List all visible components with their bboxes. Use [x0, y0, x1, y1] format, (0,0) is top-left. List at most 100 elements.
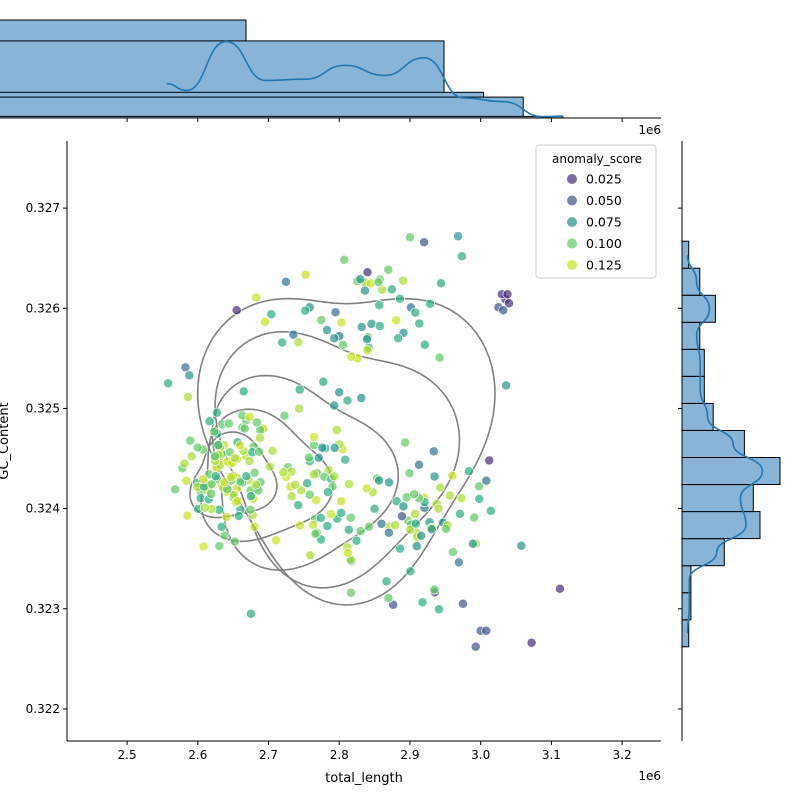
scatter-point — [416, 530, 427, 541]
scatter-point — [433, 604, 444, 615]
legend-marker — [567, 238, 577, 249]
scatter-point — [366, 318, 377, 329]
scatter-point — [454, 508, 465, 519]
x-axis-label: total_length — [325, 771, 403, 786]
scatter-point — [453, 231, 464, 242]
scatter-point — [250, 479, 261, 490]
scatter-point — [351, 535, 362, 546]
scatter-point — [410, 518, 421, 529]
scatter-point — [526, 637, 537, 648]
scatter-point — [398, 501, 409, 512]
scatter-point — [417, 597, 428, 608]
scatter-point — [336, 317, 347, 328]
y-marginal-histogram — [678, 141, 781, 741]
scatter-point — [185, 435, 196, 446]
y-hist-bar — [681, 430, 745, 458]
scatter-point — [374, 300, 385, 311]
scatter-point — [300, 305, 311, 316]
scatter-point — [426, 524, 437, 535]
scatter-point — [334, 387, 345, 398]
scatter-point — [391, 315, 402, 326]
y-hist-bar — [681, 457, 781, 485]
x-tick-label: 2.7 — [259, 748, 278, 762]
scatter-point — [409, 489, 420, 500]
scatter-point — [192, 442, 203, 453]
scatter-point — [219, 530, 230, 541]
scatter-point — [441, 523, 451, 534]
scatter-point — [346, 351, 357, 362]
scatter-point — [386, 284, 397, 295]
x-tick-label: 2.9 — [400, 748, 419, 762]
legend-label: 0.050 — [586, 193, 622, 208]
scatter-point — [309, 469, 319, 480]
scatter-point — [373, 277, 384, 288]
scatter-point — [225, 472, 236, 483]
scatter-point — [294, 520, 305, 531]
scatter-point — [206, 488, 217, 499]
scatter-point — [214, 541, 225, 551]
scatter-point — [364, 521, 375, 532]
scatter-point — [323, 487, 333, 498]
scatter-point — [429, 471, 440, 482]
scatter-point — [307, 520, 318, 530]
x-marginal-kde-line — [166, 40, 563, 118]
scatter-point — [447, 470, 458, 481]
scatter-point — [330, 307, 341, 318]
scatter-point — [244, 456, 255, 466]
scatter-point — [209, 426, 220, 437]
scatter-point — [286, 491, 297, 502]
scatter-point — [235, 440, 246, 451]
y-hist-bar — [681, 294, 716, 323]
scatter-point — [267, 445, 278, 456]
scatter-point — [433, 503, 444, 514]
scatter-point — [336, 496, 347, 507]
scatter-point — [474, 493, 485, 504]
scatter-point — [396, 511, 407, 522]
scatter-point — [484, 455, 495, 466]
scatter-point — [216, 521, 227, 532]
scatter-point — [304, 452, 314, 463]
x-offset-text: 1e6 — [638, 769, 661, 783]
scatter-point — [516, 540, 527, 551]
scatter-point — [444, 490, 455, 501]
scatter-point — [374, 321, 385, 331]
scatter-point — [501, 380, 512, 391]
scatter-point — [458, 598, 468, 609]
scatter-point — [264, 461, 275, 472]
scatter-point — [231, 305, 242, 316]
legend-frame — [535, 144, 657, 279]
scatter-point — [436, 278, 446, 289]
scatter-point — [361, 483, 372, 494]
scatter-point — [223, 418, 234, 429]
scatter-point — [245, 608, 256, 619]
scatter-point — [355, 526, 366, 536]
scatter-point — [199, 502, 210, 513]
scatter-point — [288, 329, 299, 340]
legend-label: 0.025 — [586, 172, 622, 187]
scatter-point — [394, 293, 405, 304]
scatter-point — [331, 425, 342, 435]
y-hist-bar — [681, 511, 761, 540]
x-marginal-histogram — [0, 19, 661, 122]
scatter-point — [293, 500, 304, 511]
scatter-point — [251, 417, 262, 428]
scatter-point — [502, 289, 513, 300]
scatter-point — [395, 543, 405, 554]
scatter-point — [249, 521, 260, 532]
scatter-point — [374, 475, 384, 486]
x-tick-label: 2.5 — [118, 748, 137, 762]
y-hist-bar — [681, 538, 725, 567]
scatter-point — [383, 593, 394, 604]
scatter-point — [329, 442, 340, 453]
x-hist-bar — [0, 96, 524, 119]
scatter-point — [376, 518, 387, 529]
scatter-point — [182, 510, 193, 521]
scatter-point — [463, 466, 474, 477]
scatter-point — [163, 378, 174, 389]
scatter-point — [383, 527, 394, 538]
x-tick-label: 2.6 — [188, 748, 207, 762]
scatter-point — [369, 503, 380, 514]
scatter-point — [355, 274, 366, 285]
scatter-point — [405, 566, 416, 577]
y-axis-label: GC_Content — [0, 402, 12, 479]
